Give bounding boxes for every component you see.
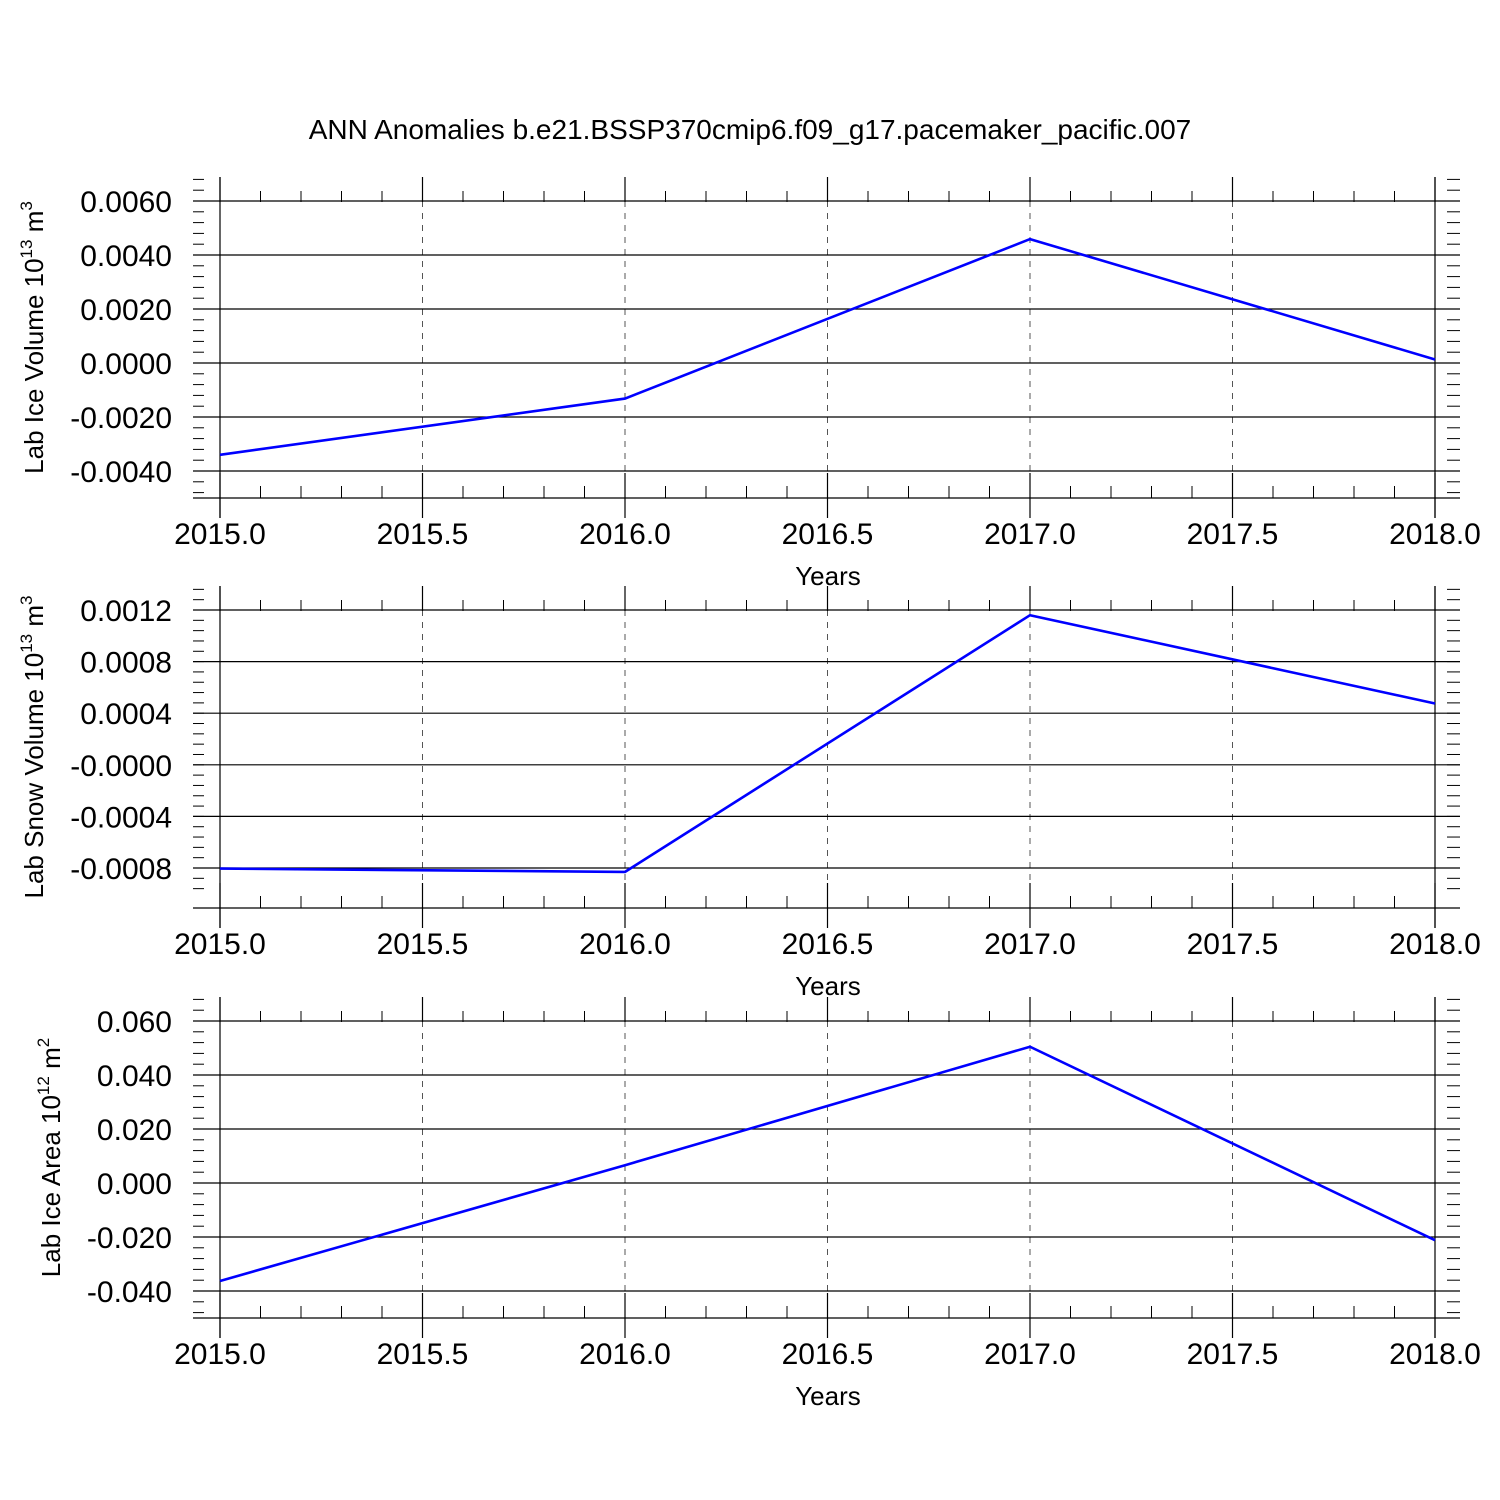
y-tick-label: 0.0040: [80, 240, 172, 273]
y-tick-label: 0.040: [97, 1060, 172, 1093]
chart-title: ANN Anomalies b.e21.BSSP370cmip6.f09_g17…: [309, 114, 1192, 145]
y-tick-label: 0.0012: [80, 595, 172, 628]
y-tick-label: -0.0000: [70, 750, 172, 783]
x-tick-label: 2015.0: [174, 928, 266, 961]
y-tick-label: 0.0004: [80, 698, 172, 731]
x-tick-label: 2018.0: [1389, 518, 1481, 551]
x-tick-label: 2016.5: [782, 518, 874, 551]
x-tick-label: 2017.5: [1187, 928, 1279, 961]
x-tick-label: 2016.5: [782, 1338, 874, 1371]
y-axis-label: Lab Snow Volume 1013 m3: [17, 595, 49, 898]
y-axis-label: Lab Ice Area 1012 m2: [34, 1038, 66, 1277]
y-tick-label: 0.060: [97, 1006, 172, 1039]
x-tick-label: 2016.0: [579, 518, 671, 551]
x-axis-label: Years: [795, 971, 861, 1001]
y-tick-label: 0.0000: [80, 348, 172, 381]
x-tick-label: 2017.0: [984, 518, 1076, 551]
y-tick-label: -0.040: [87, 1276, 172, 1309]
series-line: [219, 613, 1436, 874]
y-tick-label: -0.0020: [70, 402, 172, 435]
y-tick-label: 0.000: [97, 1168, 172, 1201]
x-tick-label: 2016.0: [579, 1338, 671, 1371]
y-tick-label: -0.0040: [70, 456, 172, 489]
chart-panel-2: 2015.0 2015.5 2016.0 2016.5 2017.0 2017.5 2018…: [17, 586, 1481, 1001]
x-tick-label: 2017.0: [984, 928, 1076, 961]
y-tick-label: -0.0004: [70, 801, 172, 834]
y-tick-label: 0.0020: [80, 294, 172, 327]
x-tick-label: 2017.0: [984, 1338, 1076, 1371]
x-tick-label: 2016.0: [579, 928, 671, 961]
series-line: [219, 237, 1436, 457]
x-tick-label: 2015.5: [377, 928, 469, 961]
x-tick-label: 2016.5: [782, 928, 874, 961]
y-tick-label: 0.0008: [80, 647, 172, 680]
y-tick-label: -0.0008: [70, 853, 172, 886]
x-tick-label: 2015.5: [377, 518, 469, 551]
y-tick-label: 0.020: [97, 1114, 172, 1147]
x-tick-label: 2017.5: [1187, 1338, 1279, 1371]
x-tick-label: 2018.0: [1389, 1338, 1481, 1371]
y-axis-label: Lab Ice Volume 1013 m3: [17, 201, 49, 474]
x-tick-label: 2018.0: [1389, 928, 1481, 961]
chart-panel-1: 2015.0 2015.5 2016.0 2016.5 2017.0 2017.5 2018…: [17, 177, 1481, 591]
y-tick-label: -0.020: [87, 1222, 172, 1255]
y-tick-label: 0.0060: [80, 186, 172, 219]
x-tick-label: 2017.5: [1187, 518, 1279, 551]
x-tick-label: 2015.0: [174, 518, 266, 551]
chart-panel-3: 2015.0 2015.5 2016.0 2016.5 2017.0 2017.5 2018…: [34, 997, 1481, 1411]
x-tick-label: 2015.5: [377, 1338, 469, 1371]
x-axis-label: Years: [795, 1381, 861, 1411]
x-tick-label: 2015.0: [174, 1338, 266, 1371]
series-line: [219, 1045, 1436, 1283]
